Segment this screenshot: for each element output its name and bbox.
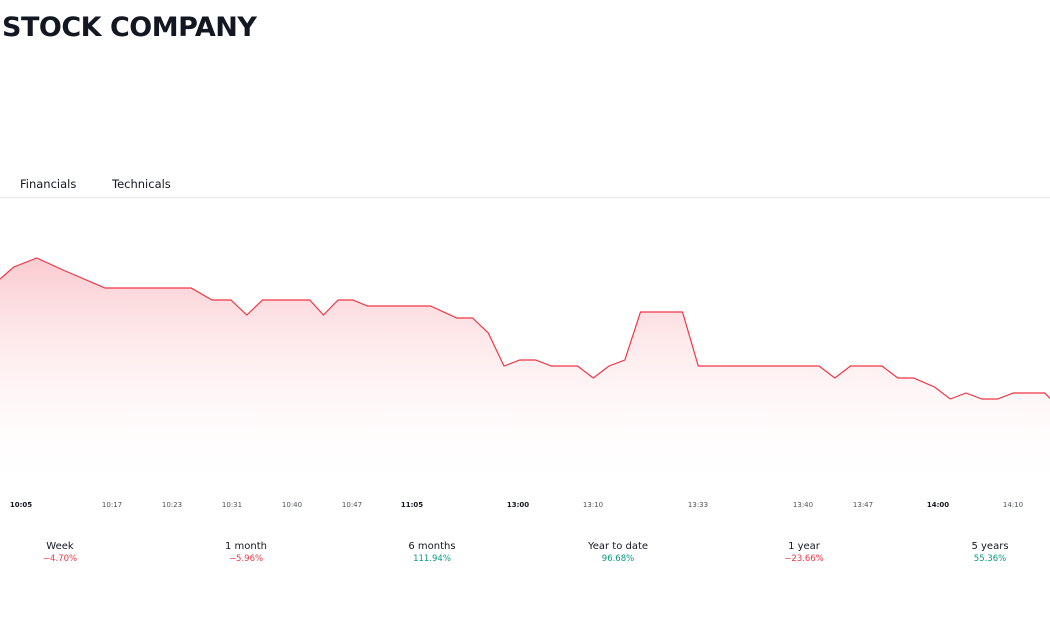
- perf-5-years[interactable]: 5 years 55.36%: [930, 541, 1050, 564]
- perf-year-to-date[interactable]: Year to date 96.68%: [558, 541, 678, 564]
- perf-1-month-value: −5.96%: [228, 554, 264, 564]
- perf-5-years-value: 55.36%: [973, 554, 1007, 564]
- price-area-fill: [0, 258, 1050, 492]
- perf-1-year-label: 1 year: [788, 541, 820, 552]
- x-tick-label: 11:05: [401, 501, 423, 509]
- x-tick-label: 13:00: [507, 501, 529, 509]
- perf-1-month-label: 1 month: [225, 541, 267, 552]
- x-tick-label: 10:23: [162, 501, 182, 509]
- x-tick-label: 10:47: [342, 501, 362, 509]
- x-tick-label: 13:33: [688, 501, 708, 509]
- perf-week[interactable]: Week −4.70%: [0, 541, 120, 564]
- price-chart[interactable]: 10:05 10:17 10:23 10:31 10:40 10:47 11:05 13:00…: [0, 200, 1050, 520]
- tab-financials[interactable]: Financials: [20, 177, 77, 191]
- perf-1-year-value: −23.66%: [784, 554, 824, 564]
- x-tick-label: 13:10: [583, 501, 603, 509]
- price-line: [0, 257, 1050, 400]
- x-tick-label: 10:05: [10, 501, 32, 509]
- tab-bar: Financials Technicals: [0, 170, 1050, 198]
- x-tick-label: 14:10: [1003, 501, 1023, 509]
- perf-6-months-value: 111.94%: [413, 554, 451, 564]
- x-tick-label: 10:31: [222, 501, 242, 509]
- perf-1-year[interactable]: 1 year −23.66%: [744, 541, 864, 564]
- x-tick-label: 10:17: [102, 501, 122, 509]
- perf-week-value: −4.70%: [42, 554, 78, 564]
- x-tick-label: 14:00: [927, 501, 949, 509]
- tab-technicals[interactable]: Technicals: [112, 177, 171, 191]
- perf-year-to-date-label: Year to date: [587, 541, 649, 552]
- perf-year-to-date-value: 96.68%: [601, 554, 635, 564]
- perf-6-months[interactable]: 6 months 111.94%: [372, 541, 492, 564]
- x-tick-label: 13:40: [793, 501, 813, 509]
- perf-week-label: Week: [46, 541, 74, 552]
- perf-5-years-label: 5 years: [971, 541, 1009, 552]
- perf-1-month[interactable]: 1 month −5.96%: [186, 541, 306, 564]
- x-tick-label: 10:40: [282, 501, 302, 509]
- perf-6-months-label: 6 months: [408, 541, 456, 552]
- x-tick-label: 13:47: [853, 501, 873, 509]
- page-title: STOCK COMPANY: [2, 12, 257, 43]
